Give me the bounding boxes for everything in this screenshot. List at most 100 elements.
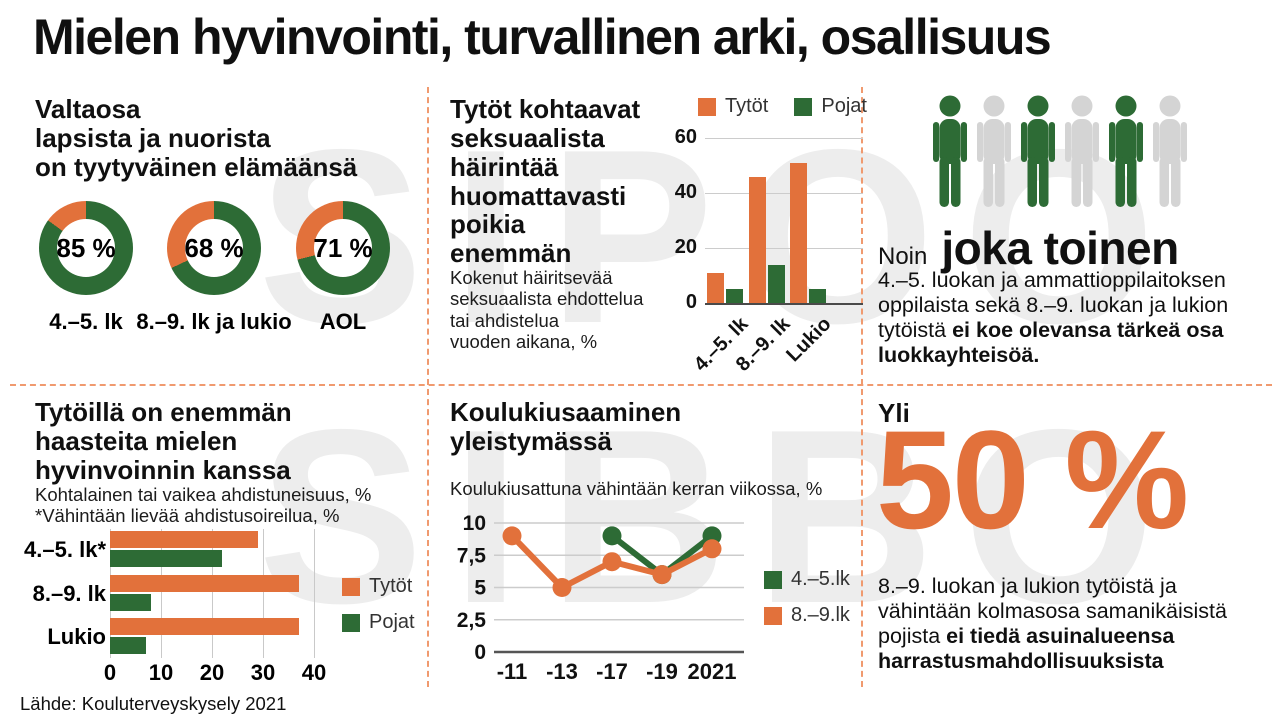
panel-bullying-heading: Koulukiusaaminen yleistymässä [450,397,682,456]
y-axis-label: 40 [674,181,697,203]
bullying-line-chart: 0 2,5 5 7,5 10 -11 -13 -17 -19 2021 [450,501,862,696]
hobbies-text: 8.–9. luokan ja lukion tytöistä ja vähin… [878,574,1274,674]
donut-label: AOL [319,309,367,334]
data-point [552,578,572,597]
donut-group: 85 % 4.–5. lk [1,201,171,335]
line-chart-svg: 0 2,5 5 7,5 10 -11 -13 -17 -19 2021 [457,512,744,684]
data-point [602,526,622,546]
gridline [161,529,162,658]
legend-label: 4.–5.lk [791,568,850,590]
bar-pojat [767,264,785,303]
gridline [314,529,315,658]
category-label: 8.–9. lk [32,580,106,606]
x-axis-number: 30 [250,660,276,685]
y-axis-label: 0 [474,641,486,664]
panel-bullying-subtitle: Koulukiusattuna vähintään kerran viikoss… [450,478,823,499]
x-axis-label: -17 [596,659,628,684]
class-community-text: 4.–5. luokan ja ammattioppilaitoksen opp… [878,268,1280,368]
x-axis-label: -11 [497,659,528,684]
class-community-lead: Noin joka toinen [878,221,1179,275]
legend-swatch [342,613,360,632]
legend-item-8-9-lk: 8.–9.lk [764,604,850,627]
anxiety-legend: Tytöt Pojat [342,575,415,634]
class-community-text-bold: ei koe olevansa tärkeä osa luokkayhteisö… [878,317,1224,367]
person-icon-green [1109,95,1143,207]
gridline [705,248,863,249]
legend-swatch [764,606,782,625]
bar-tytöt [110,618,299,635]
legend-label: 8.–9.lk [791,604,850,626]
y-axis-label: 7,5 [457,544,487,567]
divider-vertical-2 [861,87,863,687]
person-icon-green [1021,95,1055,207]
donut-value: 85 % [56,232,116,263]
donut-chart: 71 % [296,201,390,295]
hobbies-lead-small: Yli [878,398,910,428]
category-label: Lukio [47,624,106,649]
anxiety-bar-chart [110,529,336,658]
legend-swatch [342,577,360,596]
panel-anxiety-heading: Tytöillä on enemmän haasteita mielen hyv… [35,397,292,485]
panel-harassment-heading: Tytöt kohtaavat seksuaalista häirintää h… [450,94,641,269]
legend-item-tyt-t: Tytöt [698,95,768,118]
gridline [263,529,264,658]
x-axis-label: -19 [646,659,678,684]
donut-value: 68 % [184,232,244,263]
watermark-line2: SIBBO [258,377,1184,656]
legend-item-pojat: Pojat [342,611,415,634]
gridline [705,138,863,139]
hobbies-lead-big: 50 % [876,401,1189,558]
x-axis-number: 20 [199,660,225,685]
y-axis-label: 5 [474,577,486,600]
x-axis-number: 40 [301,660,327,685]
lead-big-text: joka toinen [941,222,1179,274]
donut-chart: 68 % [167,201,261,295]
person-icon-gray [1153,95,1187,207]
lead-small-text: Noin [878,243,928,270]
panel-anxiety: Tytöillä on enemmän haasteita mielen hyv… [20,398,430,688]
donut-value: 71 % [313,232,373,263]
legend-item-4-5-lk: 4.–5.lk [764,568,850,591]
y-axis-label: 0 [685,291,697,313]
y-axis-label: 60 [674,126,697,148]
data-point [702,539,722,559]
panel-class-community: Noin joka toinen 4.–5. luokan ja ammatti… [876,95,1280,390]
bar-pojat [110,593,151,611]
bar-pojat [809,289,826,303]
donut-hole: 71 % [313,219,373,277]
source-note: Lähde: Kouluterveyskysely 2021 [20,693,287,714]
panel-anxiety-subtitle: Kohtalainen tai vaikea ahdistuneisuus, %… [35,484,372,527]
panel-harassment: Tytöt kohtaavat seksuaalista häirintää h… [450,94,867,390]
panel-bullying: Koulukiusaaminen yleistymässä Koulukiusa… [450,398,862,688]
divider-horizontal [10,384,1272,386]
bar-tytöt [707,272,724,303]
harassment-bar-chart: 0 20 40 60 4.–5. lk 8.–9. lk Lukio [675,126,863,376]
legend-label: Pojat [821,95,867,117]
legend-swatch [764,570,782,589]
donut-hole: 85 % [56,219,116,277]
donut-label: 4.–5. lk [49,309,123,334]
page-title: Mielen hyvinvointi, turvallinen arki, os… [33,9,1052,65]
panel-harassment-subtitle: Kokenut häiritsevää seksuaalista ehdotte… [450,267,644,353]
donut-hole: 68 % [184,219,244,277]
person-icon-gray [1065,95,1099,207]
gridline [705,193,863,194]
bar-pojat [110,637,146,654]
y-axis-label: 2,5 [457,609,487,632]
person-icon-row [930,95,1190,208]
bullying-legend: 4.–5.lk 8.–9.lk [764,568,850,627]
panel-life-satisfaction-heading: Valtaosa lapsista ja nuorista on tyytyvä… [35,94,358,182]
data-point [502,526,522,546]
y-axis-label: 20 [674,236,697,258]
harassment-legend: Tytöt Pojat [698,95,867,118]
hobbies-text-bold: ei tiedä asuinalueensa harrastusmahdolli… [878,623,1175,673]
divider-vertical-1 [427,87,429,687]
legend-label: Pojat [369,611,415,633]
x-axis-label: -13 [546,659,578,684]
data-point [652,565,672,585]
x-axis-number: 10 [148,660,174,685]
legend-label: Tytöt [725,95,769,117]
y-axis-label: 10 [463,512,486,535]
panel-life-satisfaction: Valtaosa lapsista ja nuorista on tyytyvä… [35,95,430,390]
